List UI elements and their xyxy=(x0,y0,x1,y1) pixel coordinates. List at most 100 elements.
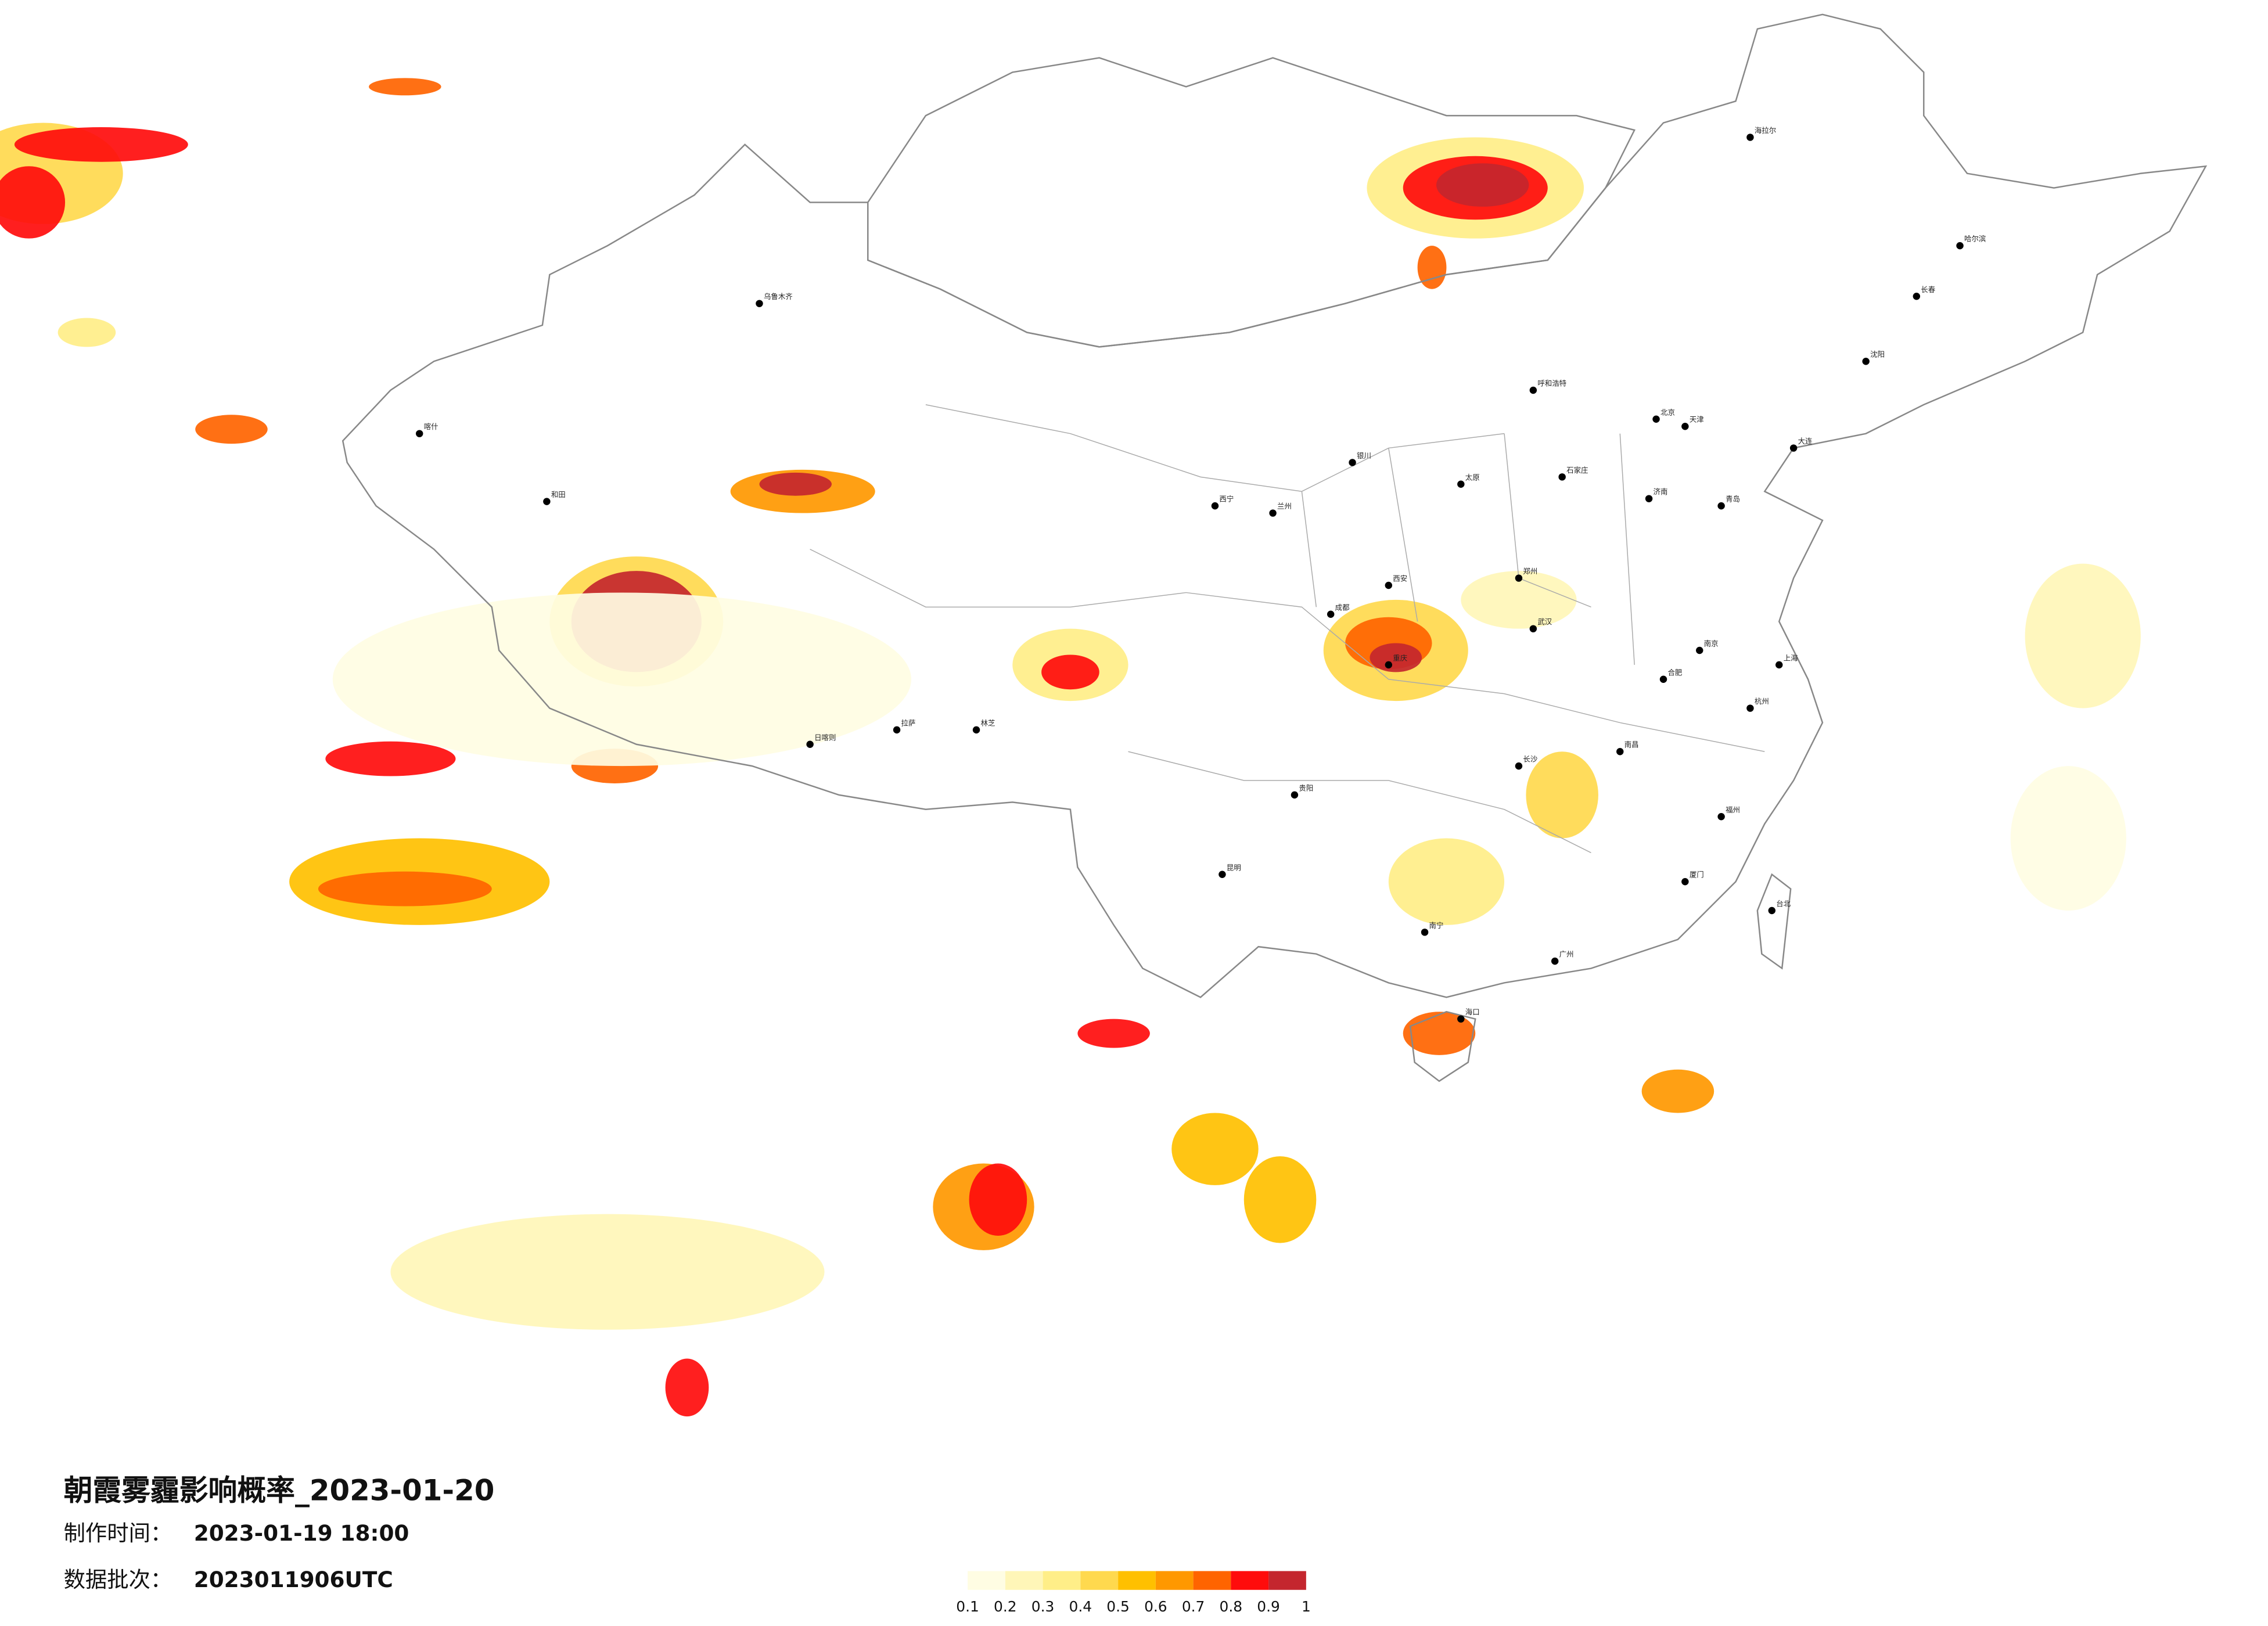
city-dot xyxy=(1862,358,1870,365)
legend-tick-label: 0.8 xyxy=(1220,1598,1243,1615)
city-label: 石家庄 xyxy=(1566,466,1588,474)
city-dot xyxy=(1913,293,1921,300)
city-label: 昆明 xyxy=(1227,863,1241,872)
probability-patch xyxy=(14,127,188,162)
legend-tick-label: 0.6 xyxy=(1144,1598,1167,1615)
probability-patch xyxy=(1388,838,1505,925)
probability-patch xyxy=(1436,163,1529,207)
city-label: 天津 xyxy=(1690,415,1704,424)
city-label: 台北 xyxy=(1776,900,1791,908)
probability-patch xyxy=(369,78,441,96)
probability-patch xyxy=(759,472,832,496)
made-time-value: 2023-01-19 18:00 xyxy=(194,1520,409,1546)
city-label: 乌鲁木齐 xyxy=(764,292,793,301)
legend-swatch xyxy=(1118,1571,1156,1590)
city-label: 南宁 xyxy=(1429,921,1444,930)
city-label: 南昌 xyxy=(1624,740,1639,749)
city-label: 大连 xyxy=(1798,437,1813,445)
city-dot xyxy=(1291,791,1299,799)
borders xyxy=(342,13,2208,1082)
cities: 北京上海广州成都重庆武汉西安拉萨乌鲁木齐哈尔滨长春沈阳呼和浩特兰州西宁昆明贵阳南… xyxy=(415,126,1986,1023)
legend-tick-label: 0.1 xyxy=(956,1598,979,1615)
city-label: 哈尔滨 xyxy=(1964,235,1986,243)
probability-patch xyxy=(969,1163,1027,1236)
probability-patch xyxy=(318,871,492,906)
city-label: 海口 xyxy=(1465,1008,1480,1016)
city-dot xyxy=(1746,704,1754,712)
probability-patch xyxy=(1417,246,1447,289)
probability-patch xyxy=(1461,571,1577,629)
city-label: 北京 xyxy=(1660,408,1675,416)
city-label: 南京 xyxy=(1704,639,1719,648)
legend-tick-label: 0.5 xyxy=(1106,1598,1130,1615)
title: 朝霞雾霾影响概率_2023-01-20 xyxy=(64,1473,495,1507)
city-dot xyxy=(756,300,763,307)
city-label: 青岛 xyxy=(1726,495,1740,503)
city-label: 和田 xyxy=(551,490,566,499)
china-border xyxy=(342,13,2208,998)
legend-tick-label: 0.7 xyxy=(1182,1598,1205,1615)
city-dot xyxy=(1645,495,1653,502)
probability-patch xyxy=(390,1214,825,1330)
city-dot xyxy=(1652,415,1660,423)
mongolia-border xyxy=(867,57,1636,348)
city-label: 沈阳 xyxy=(1870,350,1885,359)
city-label: 贵阳 xyxy=(1299,783,1313,792)
city-label: 银川 xyxy=(1357,451,1371,460)
city-dot xyxy=(1211,502,1219,510)
city-dot xyxy=(543,498,551,505)
city-dot xyxy=(1616,748,1624,756)
legend-swatch xyxy=(1268,1571,1306,1590)
city-label: 福州 xyxy=(1726,805,1740,814)
city-dot xyxy=(1385,661,1393,669)
probability-patch xyxy=(1641,1069,1715,1113)
hainan-border xyxy=(1409,1010,1476,1082)
city-label: 上海 xyxy=(1784,653,1798,662)
legend-swatch xyxy=(1193,1571,1231,1590)
legend-swatch xyxy=(1080,1571,1119,1590)
city-label: 海拉尔 xyxy=(1755,126,1776,135)
legend-tick-label: 0.4 xyxy=(1069,1598,1092,1615)
city-label: 成都 xyxy=(1335,603,1350,611)
city-dot xyxy=(1529,386,1537,394)
probability-patch xyxy=(1171,1113,1259,1185)
city-dot xyxy=(1515,762,1523,770)
taiwan-border xyxy=(1756,873,1792,970)
city-label: 林芝 xyxy=(981,718,995,727)
probability-patch xyxy=(332,592,911,767)
city-label: 呼和浩特 xyxy=(1537,379,1566,388)
city-dot xyxy=(415,430,423,437)
legend-swatch xyxy=(968,1571,1005,1590)
city-label: 日喀则 xyxy=(814,733,836,742)
city-dot xyxy=(1717,502,1725,510)
legend-swatch xyxy=(1043,1571,1081,1590)
city-label: 兰州 xyxy=(1277,502,1292,510)
batch-value: 2023011906UTC xyxy=(194,1567,393,1592)
probability-patch xyxy=(1526,751,1598,839)
probability-field xyxy=(0,78,2141,1417)
city-label: 西安 xyxy=(1393,574,1407,583)
city-dot xyxy=(1551,957,1559,965)
probability-patch xyxy=(1077,1019,1150,1048)
city-dot xyxy=(1529,625,1537,632)
probability-patch xyxy=(195,415,268,444)
province-borders xyxy=(810,404,1765,854)
legend: 0.1 0.2 0.3 0.4 0.5 0.6 0.7 0.8 0.9 1 xyxy=(956,1571,1311,1615)
city-dot xyxy=(1327,610,1335,618)
city-dot xyxy=(1717,813,1725,821)
city-label: 重庆 xyxy=(1393,653,1407,662)
legend-swatch xyxy=(1155,1571,1194,1590)
made-time-label: 制作时间： xyxy=(64,1520,172,1546)
city-dot xyxy=(1515,574,1523,582)
legend-swatch xyxy=(1231,1571,1269,1590)
probability-patch xyxy=(0,166,66,239)
city-dot xyxy=(1775,661,1783,669)
probability-patch xyxy=(57,318,116,347)
probability-patch xyxy=(1370,643,1422,672)
city-dot xyxy=(806,740,814,748)
city-label: 济南 xyxy=(1654,487,1668,496)
legend-tick-label: 1 xyxy=(1302,1598,1311,1615)
probability-patch xyxy=(1403,1012,1476,1055)
city-label: 杭州 xyxy=(1755,697,1769,706)
